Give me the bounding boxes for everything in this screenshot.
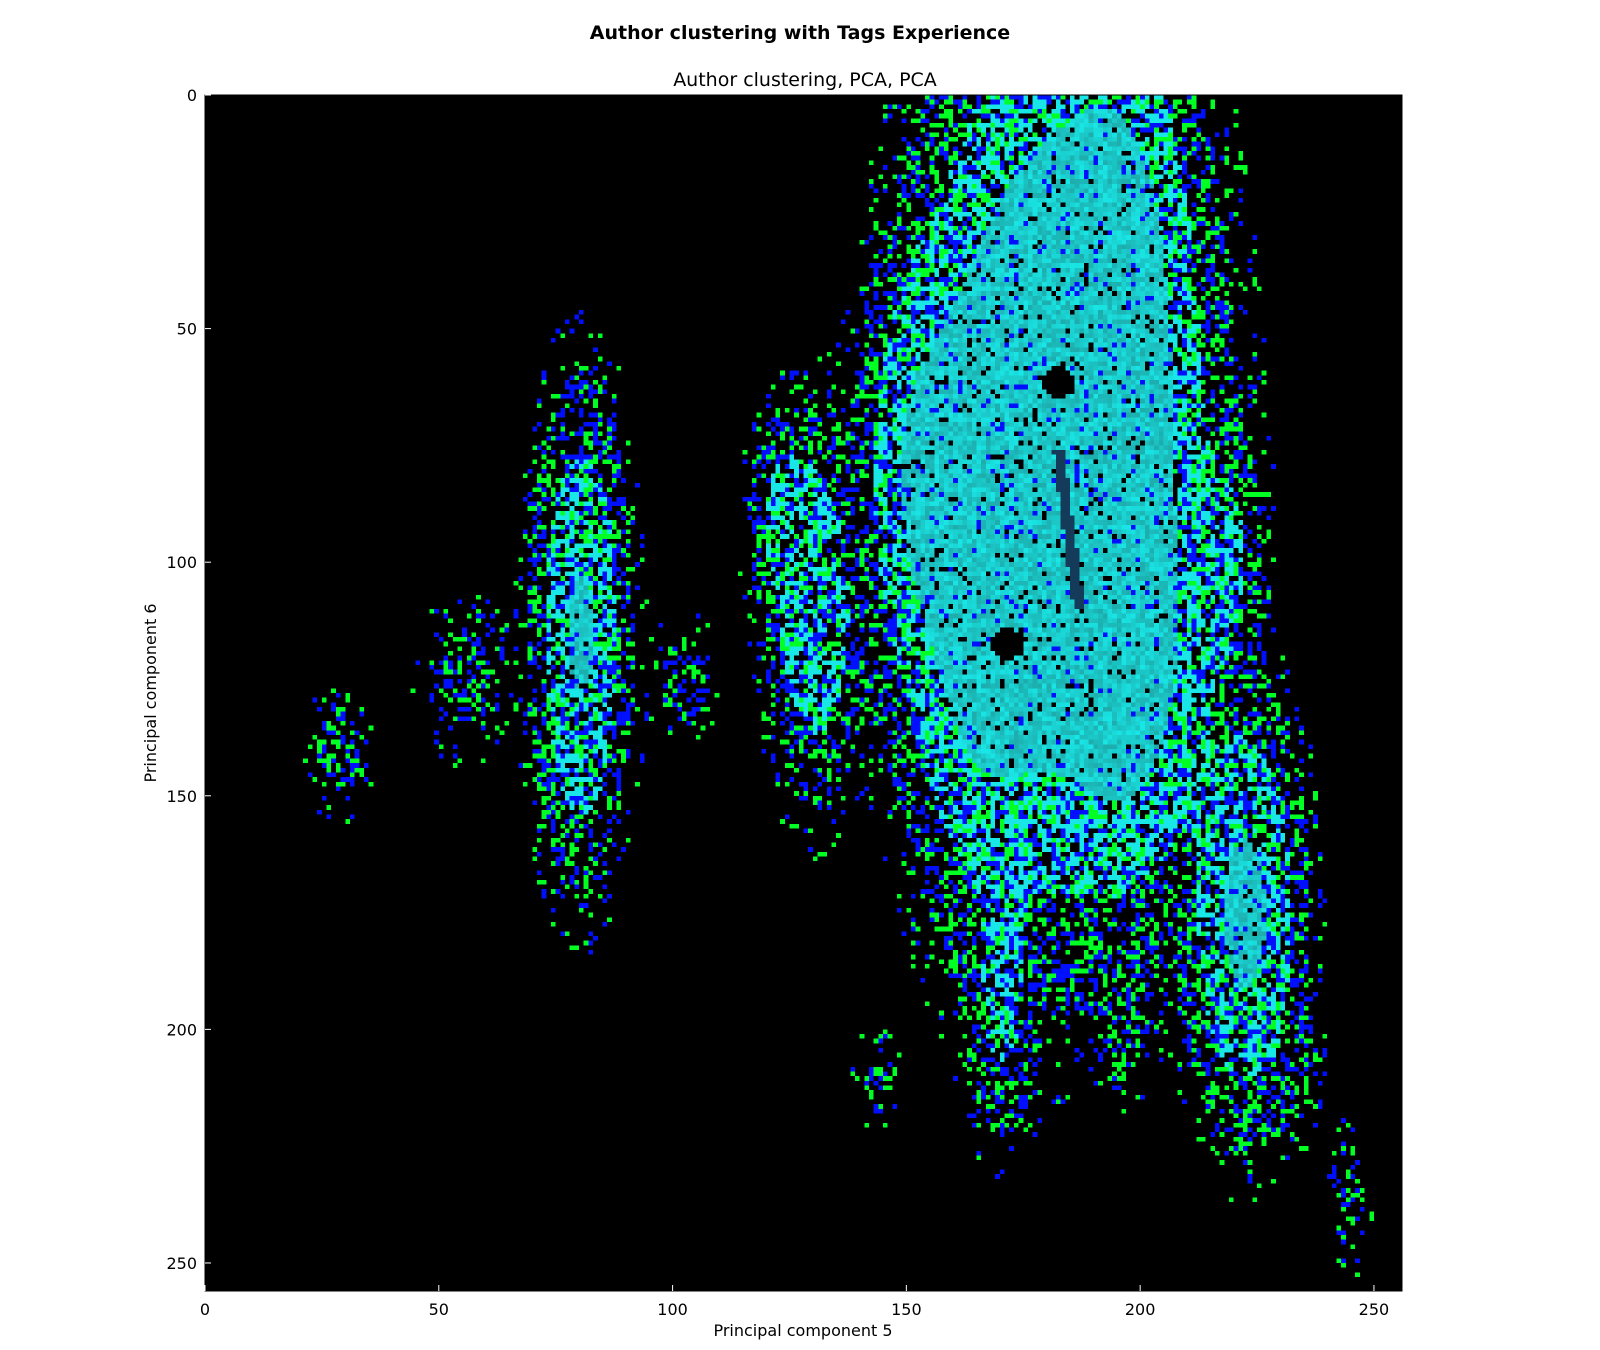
plot-frame (204, 94, 1403, 1292)
x-tick-label: 100 (657, 1300, 688, 1319)
heatmap-container (205, 95, 1402, 1291)
x-tick-label: 0 (200, 1300, 210, 1319)
y-tick-label: 0 (187, 86, 197, 105)
y-tick-label: 200 (166, 1020, 197, 1039)
chart-title: Author clustering, PCA, PCA (673, 69, 937, 91)
x-tick-label: 200 (1125, 1300, 1156, 1319)
x-axis: 0 50 100 150 200 250 (200, 1285, 1389, 1319)
x-tick-label: 250 (1359, 1300, 1390, 1319)
x-axis-label: Principal component 5 (713, 1321, 892, 1340)
y-tick-label: 50 (177, 320, 197, 339)
x-tick-label: 50 (429, 1300, 449, 1319)
y-tick-label: 100 (166, 553, 197, 572)
y-axis-label: Principal component 6 (141, 603, 160, 782)
heatmap-image (205, 95, 1402, 1291)
x-tick-label: 150 (891, 1300, 922, 1319)
y-tick-label: 250 (166, 1254, 197, 1273)
y-axis: 0 50 100 150 200 250 (166, 86, 211, 1273)
y-tick-label: 150 (166, 787, 197, 806)
figure-suptitle: Author clustering with Tags Experience (589, 22, 1011, 44)
